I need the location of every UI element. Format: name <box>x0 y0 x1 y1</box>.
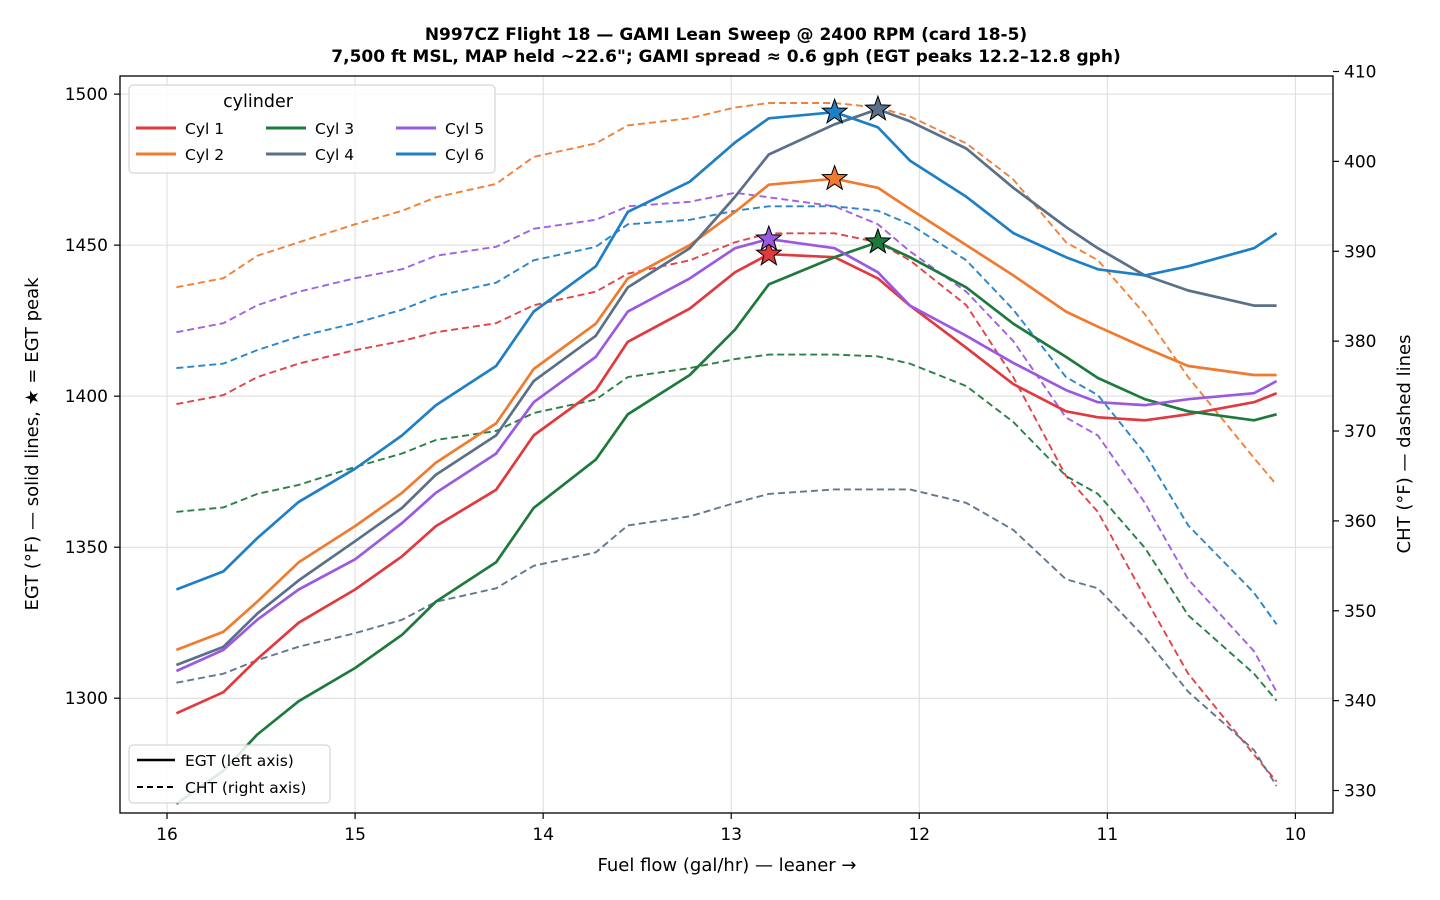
y-right-tick-label: 400 <box>1344 152 1376 172</box>
cht-line-cyl-1 <box>176 232 1278 783</box>
cylinder-legend-label: Cyl 2 <box>185 146 224 164</box>
y-left-tick-label: 1450 <box>65 236 108 256</box>
cylinder-legend-label: Cyl 1 <box>185 120 224 138</box>
cht-line-cyl-3 <box>176 353 1278 702</box>
egt-peak-star-cyl-1 <box>755 239 783 266</box>
cylinder-legend-title: cylinder <box>223 92 294 112</box>
egt-line-cyl-5 <box>175 237 1278 673</box>
chart-subtitle: 7,500 ft MSL, MAP held ~22.6"; GAMI spre… <box>331 47 1120 67</box>
y-left-tick-label: 1400 <box>65 387 108 407</box>
y-right-tick-label: 340 <box>1344 692 1376 712</box>
y-left-tick-label: 1300 <box>65 689 108 709</box>
egt-peak-star-cyl-2 <box>820 164 849 191</box>
cht-line-cyl-6 <box>176 205 1278 625</box>
grid-layer <box>120 76 1333 813</box>
y-right-tick-label: 330 <box>1344 782 1376 802</box>
x-axis-label: Fuel flow (gal/hr) — leaner → <box>598 855 857 876</box>
y-right-tick-label: 350 <box>1344 602 1376 622</box>
egt-line-cyl-4 <box>175 107 1277 667</box>
y-right-tick-label: 390 <box>1344 242 1376 262</box>
x-tick-label: 10 <box>1285 825 1307 845</box>
y-right-tick-label: 410 <box>1344 63 1376 83</box>
x-tick-label: 15 <box>344 825 366 845</box>
egt-line-cyl-6 <box>175 110 1278 591</box>
y-axis-label-left: EGT (°F) — solid lines, ★ = EGT peak <box>22 277 43 611</box>
egt-peak-star-cyl-6 <box>820 97 849 125</box>
x-tick-label: 13 <box>720 825 742 845</box>
data-layer <box>175 94 1278 806</box>
y-left-tick-label: 1500 <box>65 85 108 105</box>
chart-title: N997CZ Flight 18 — GAMI Lean Sweep @ 240… <box>425 25 1027 45</box>
y-axis-label-right: CHT (°F) — dashed lines <box>1394 335 1415 554</box>
style-legend-label: EGT (left axis) <box>185 752 294 770</box>
style-legend-box <box>128 744 331 804</box>
egt-line-cyl-1 <box>175 252 1278 715</box>
x-tick-label: 14 <box>532 825 554 845</box>
cylinder-legend-box <box>128 84 496 174</box>
cylinder-legend-label: Cyl 4 <box>315 146 354 164</box>
egt-peak-star-cyl-4 <box>864 94 892 121</box>
egt-peak-star-cyl-5 <box>755 224 783 251</box>
egt-line-cyl-2 <box>175 177 1277 652</box>
legend-layer: cylinder Cyl 1 Cyl 2 Cyl 3 Cyl 4 Cyl 5 Cyl 6 EG… <box>128 84 496 804</box>
cht-line-cyl-2 <box>176 102 1278 486</box>
cylinder-legend-label: Cyl 3 <box>315 120 354 138</box>
x-tick-label: 16 <box>156 825 178 845</box>
y-right-tick-label: 360 <box>1344 512 1376 532</box>
cylinder-legend-label: Cyl 5 <box>445 120 484 138</box>
cht-line-cyl-5 <box>176 191 1278 693</box>
y-right-tick-label: 380 <box>1344 332 1376 352</box>
cylinder-legend-label: Cyl 6 <box>445 146 484 164</box>
y-left-tick-label: 1350 <box>65 538 108 558</box>
style-legend-label: CHT (right axis) <box>185 779 306 797</box>
x-tick-label: 11 <box>1097 825 1119 845</box>
egt-peak-star-cyl-3 <box>864 227 892 254</box>
egt-line-cyl-3 <box>175 240 1277 806</box>
axis-layer: 16 15 14 13 12 11 10 1300 1350 1400 1450 1500 330 340… <box>65 63 1377 845</box>
x-tick-label: 12 <box>908 825 930 845</box>
y-right-tick-label: 370 <box>1344 422 1376 442</box>
plot-frame <box>119 75 1334 814</box>
